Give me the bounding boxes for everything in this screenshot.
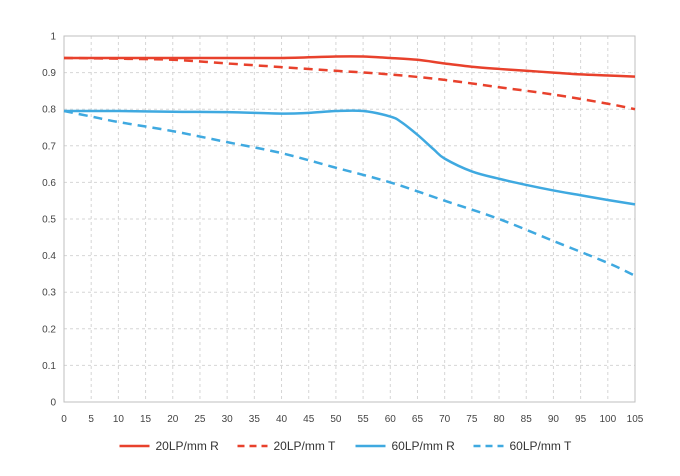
x-tick-label: 5 xyxy=(88,414,94,425)
x-tick-label: 30 xyxy=(222,414,234,425)
series-layer xyxy=(63,55,636,277)
series-line-1 xyxy=(64,55,636,78)
y-tick-label: 0 xyxy=(50,398,56,409)
x-tick-label: 65 xyxy=(412,414,424,425)
legend-label: 20LP/mm T xyxy=(274,439,336,453)
x-tick-label: 35 xyxy=(249,414,261,425)
x-tick-label: 85 xyxy=(521,414,533,425)
x-tick-label: 75 xyxy=(466,414,478,425)
y-tick-label: 0.3 xyxy=(42,288,56,299)
x-tick-label: 0 xyxy=(61,414,67,425)
legend-label: 20LP/mm R xyxy=(156,439,220,453)
y-tick-label: 1 xyxy=(50,32,56,43)
legend-item: 60LP/mm T xyxy=(473,439,572,453)
x-tick-label: 95 xyxy=(575,414,587,425)
x-tick-label: 20 xyxy=(167,414,179,425)
y-tick-label: 0.8 xyxy=(42,105,56,116)
legend-item: 20LP/mm R xyxy=(119,439,220,453)
y-tick-label: 0.5 xyxy=(42,215,56,226)
legend-label: 60LP/mm R xyxy=(392,439,456,453)
x-tick-label: 50 xyxy=(330,414,342,425)
grid-layer xyxy=(64,35,635,402)
x-tick-label: 105 xyxy=(627,414,644,425)
x-tick-label: 25 xyxy=(194,414,206,425)
x-tick-label: 10 xyxy=(113,414,125,425)
series-line-3 xyxy=(63,109,636,206)
x-tick-label: 90 xyxy=(548,414,560,425)
plot-frame xyxy=(63,35,636,403)
y-tick-label: 0.7 xyxy=(42,141,56,152)
legend: 20LP/mm R 20LP/mm T 60LP/mm R 60LP/mm T xyxy=(119,439,572,453)
x-tick-label: 100 xyxy=(599,414,616,425)
axes-layer xyxy=(63,35,636,403)
legend-item: 60LP/mm R xyxy=(355,439,456,453)
x-tick-label: 40 xyxy=(276,414,288,425)
x-tick-label: 15 xyxy=(140,414,152,425)
series-line-2 xyxy=(63,56,636,111)
legend-item: 20LP/mm T xyxy=(237,439,336,453)
y-tick-label: 0.6 xyxy=(42,178,56,189)
y-tick-label: 0.1 xyxy=(42,361,56,372)
series-line-4 xyxy=(63,109,636,277)
x-tick-label: 80 xyxy=(493,414,505,425)
y-tick-label: 0.9 xyxy=(42,68,56,79)
x-tick-label: 45 xyxy=(303,414,315,425)
ticks-layer: 00.10.20.30.40.50.60.70.80.910 5 10 15 20 25 3… xyxy=(42,32,644,426)
y-tick-label: 0.4 xyxy=(42,251,56,262)
x-tick-label: 70 xyxy=(439,414,451,425)
x-tick-label: 60 xyxy=(385,414,397,425)
x-tick-label: 55 xyxy=(358,414,370,425)
legend-label: 60LP/mm T xyxy=(510,439,572,453)
y-tick-label: 0.2 xyxy=(42,324,56,335)
